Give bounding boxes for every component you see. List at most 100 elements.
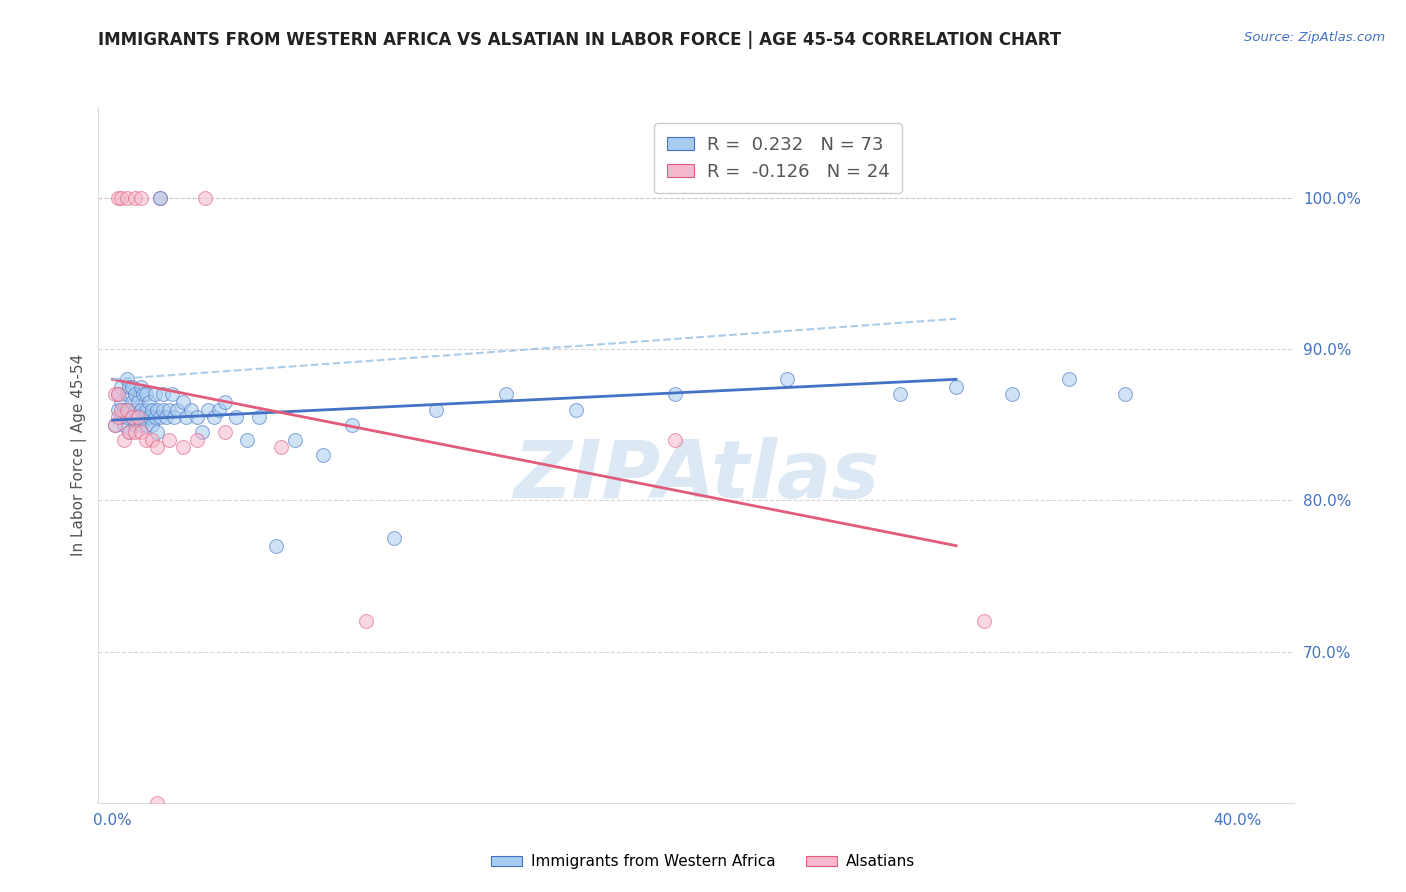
Point — [143, 387, 166, 401]
Point — [107, 410, 129, 425]
Point — [172, 395, 194, 409]
Point — [135, 433, 157, 447]
Point — [124, 425, 146, 440]
Point — [112, 433, 135, 447]
Point — [127, 410, 149, 425]
Point — [495, 387, 517, 401]
Point — [121, 410, 143, 425]
Point — [354, 615, 377, 629]
Point — [110, 380, 132, 394]
Point — [121, 395, 143, 409]
Point — [141, 417, 163, 432]
Point — [166, 402, 188, 417]
Point — [129, 402, 152, 417]
Point — [180, 402, 202, 417]
Point — [973, 615, 995, 629]
Point — [1114, 387, 1136, 401]
Point — [143, 410, 166, 425]
Point — [124, 402, 146, 417]
Point — [664, 433, 686, 447]
Point — [382, 531, 405, 545]
Legend: R =  0.232   N = 73, R =  -0.126   N = 24: R = 0.232 N = 73, R = -0.126 N = 24 — [654, 123, 903, 194]
Point — [115, 402, 138, 417]
Point — [115, 410, 138, 425]
Point — [121, 380, 143, 394]
Point — [146, 402, 169, 417]
Point — [146, 425, 169, 440]
Point — [163, 410, 186, 425]
Point — [112, 417, 135, 432]
Point — [104, 417, 127, 432]
Point — [172, 441, 194, 455]
Point — [152, 387, 174, 401]
Point — [129, 425, 152, 440]
Point — [149, 410, 172, 425]
Point — [115, 191, 138, 205]
Point — [110, 402, 132, 417]
Point — [135, 417, 157, 432]
Point — [214, 425, 236, 440]
Point — [157, 402, 180, 417]
Point — [146, 796, 169, 810]
Y-axis label: In Labor Force | Age 45-54: In Labor Force | Age 45-54 — [72, 354, 87, 556]
Point — [135, 387, 157, 401]
Point — [107, 402, 129, 417]
Point — [149, 191, 172, 205]
Point — [118, 425, 141, 440]
Point — [1057, 372, 1080, 386]
Point — [138, 410, 160, 425]
Point — [107, 191, 129, 205]
Point — [236, 433, 259, 447]
Legend: Immigrants from Western Africa, Alsatians: Immigrants from Western Africa, Alsatian… — [485, 848, 921, 875]
Point — [945, 380, 967, 394]
Point — [104, 387, 127, 401]
Point — [104, 417, 127, 432]
Point — [208, 402, 231, 417]
Point — [129, 417, 152, 432]
Point — [115, 387, 138, 401]
Text: Source: ZipAtlas.com: Source: ZipAtlas.com — [1244, 31, 1385, 45]
Point — [664, 387, 686, 401]
Point — [152, 402, 174, 417]
Point — [149, 191, 172, 205]
Point — [118, 402, 141, 417]
Point — [197, 402, 219, 417]
Point — [118, 380, 141, 394]
Point — [124, 191, 146, 205]
Point — [121, 410, 143, 425]
Point — [776, 372, 799, 386]
Point — [270, 441, 292, 455]
Point — [247, 410, 270, 425]
Point — [340, 417, 363, 432]
Point — [124, 417, 146, 432]
Point — [565, 402, 588, 417]
Point — [889, 387, 911, 401]
Point — [312, 448, 335, 462]
Point — [107, 387, 129, 401]
Point — [225, 410, 247, 425]
Point — [115, 372, 138, 386]
Point — [127, 410, 149, 425]
Point — [157, 433, 180, 447]
Point — [186, 433, 208, 447]
Text: ZIPAtlas: ZIPAtlas — [513, 437, 879, 515]
Point — [110, 191, 132, 205]
Point — [107, 387, 129, 401]
Point — [132, 387, 155, 401]
Point — [118, 425, 141, 440]
Point — [194, 191, 217, 205]
Point — [110, 410, 132, 425]
Point — [129, 380, 152, 394]
Point — [141, 433, 163, 447]
Point — [214, 395, 236, 409]
Point — [124, 387, 146, 401]
Point — [127, 395, 149, 409]
Point — [129, 191, 152, 205]
Point — [186, 410, 208, 425]
Point — [264, 539, 287, 553]
Point — [155, 410, 177, 425]
Point — [141, 402, 163, 417]
Point — [1001, 387, 1024, 401]
Point — [135, 402, 157, 417]
Point — [160, 387, 183, 401]
